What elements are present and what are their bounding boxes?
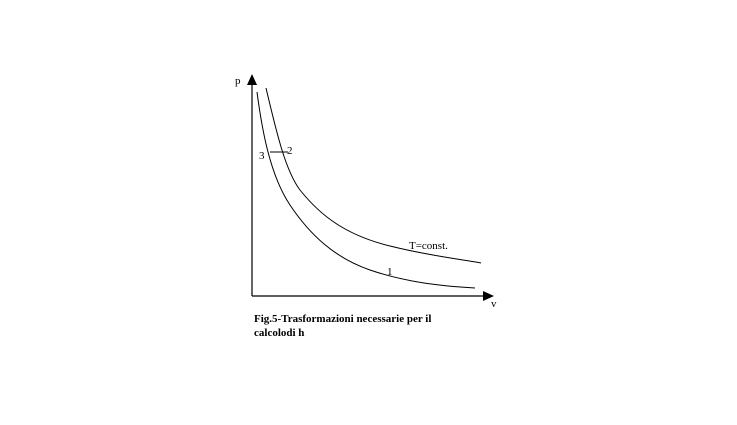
x-arrow [483,291,494,301]
y-label: p [235,75,241,87]
y-arrow [247,74,257,85]
point-label: 2 [287,145,293,157]
adiabat-curve [256,91,476,289]
caption: calcolodi h [254,327,305,339]
point-label: 3 [259,150,265,162]
x-label: v [491,298,497,310]
isotherm-curve [265,87,482,264]
point-label: 1 [387,266,393,278]
curve-label: T=const. [409,240,448,252]
caption: Fig.5-Trasformazioni necessarie per il [254,313,432,325]
